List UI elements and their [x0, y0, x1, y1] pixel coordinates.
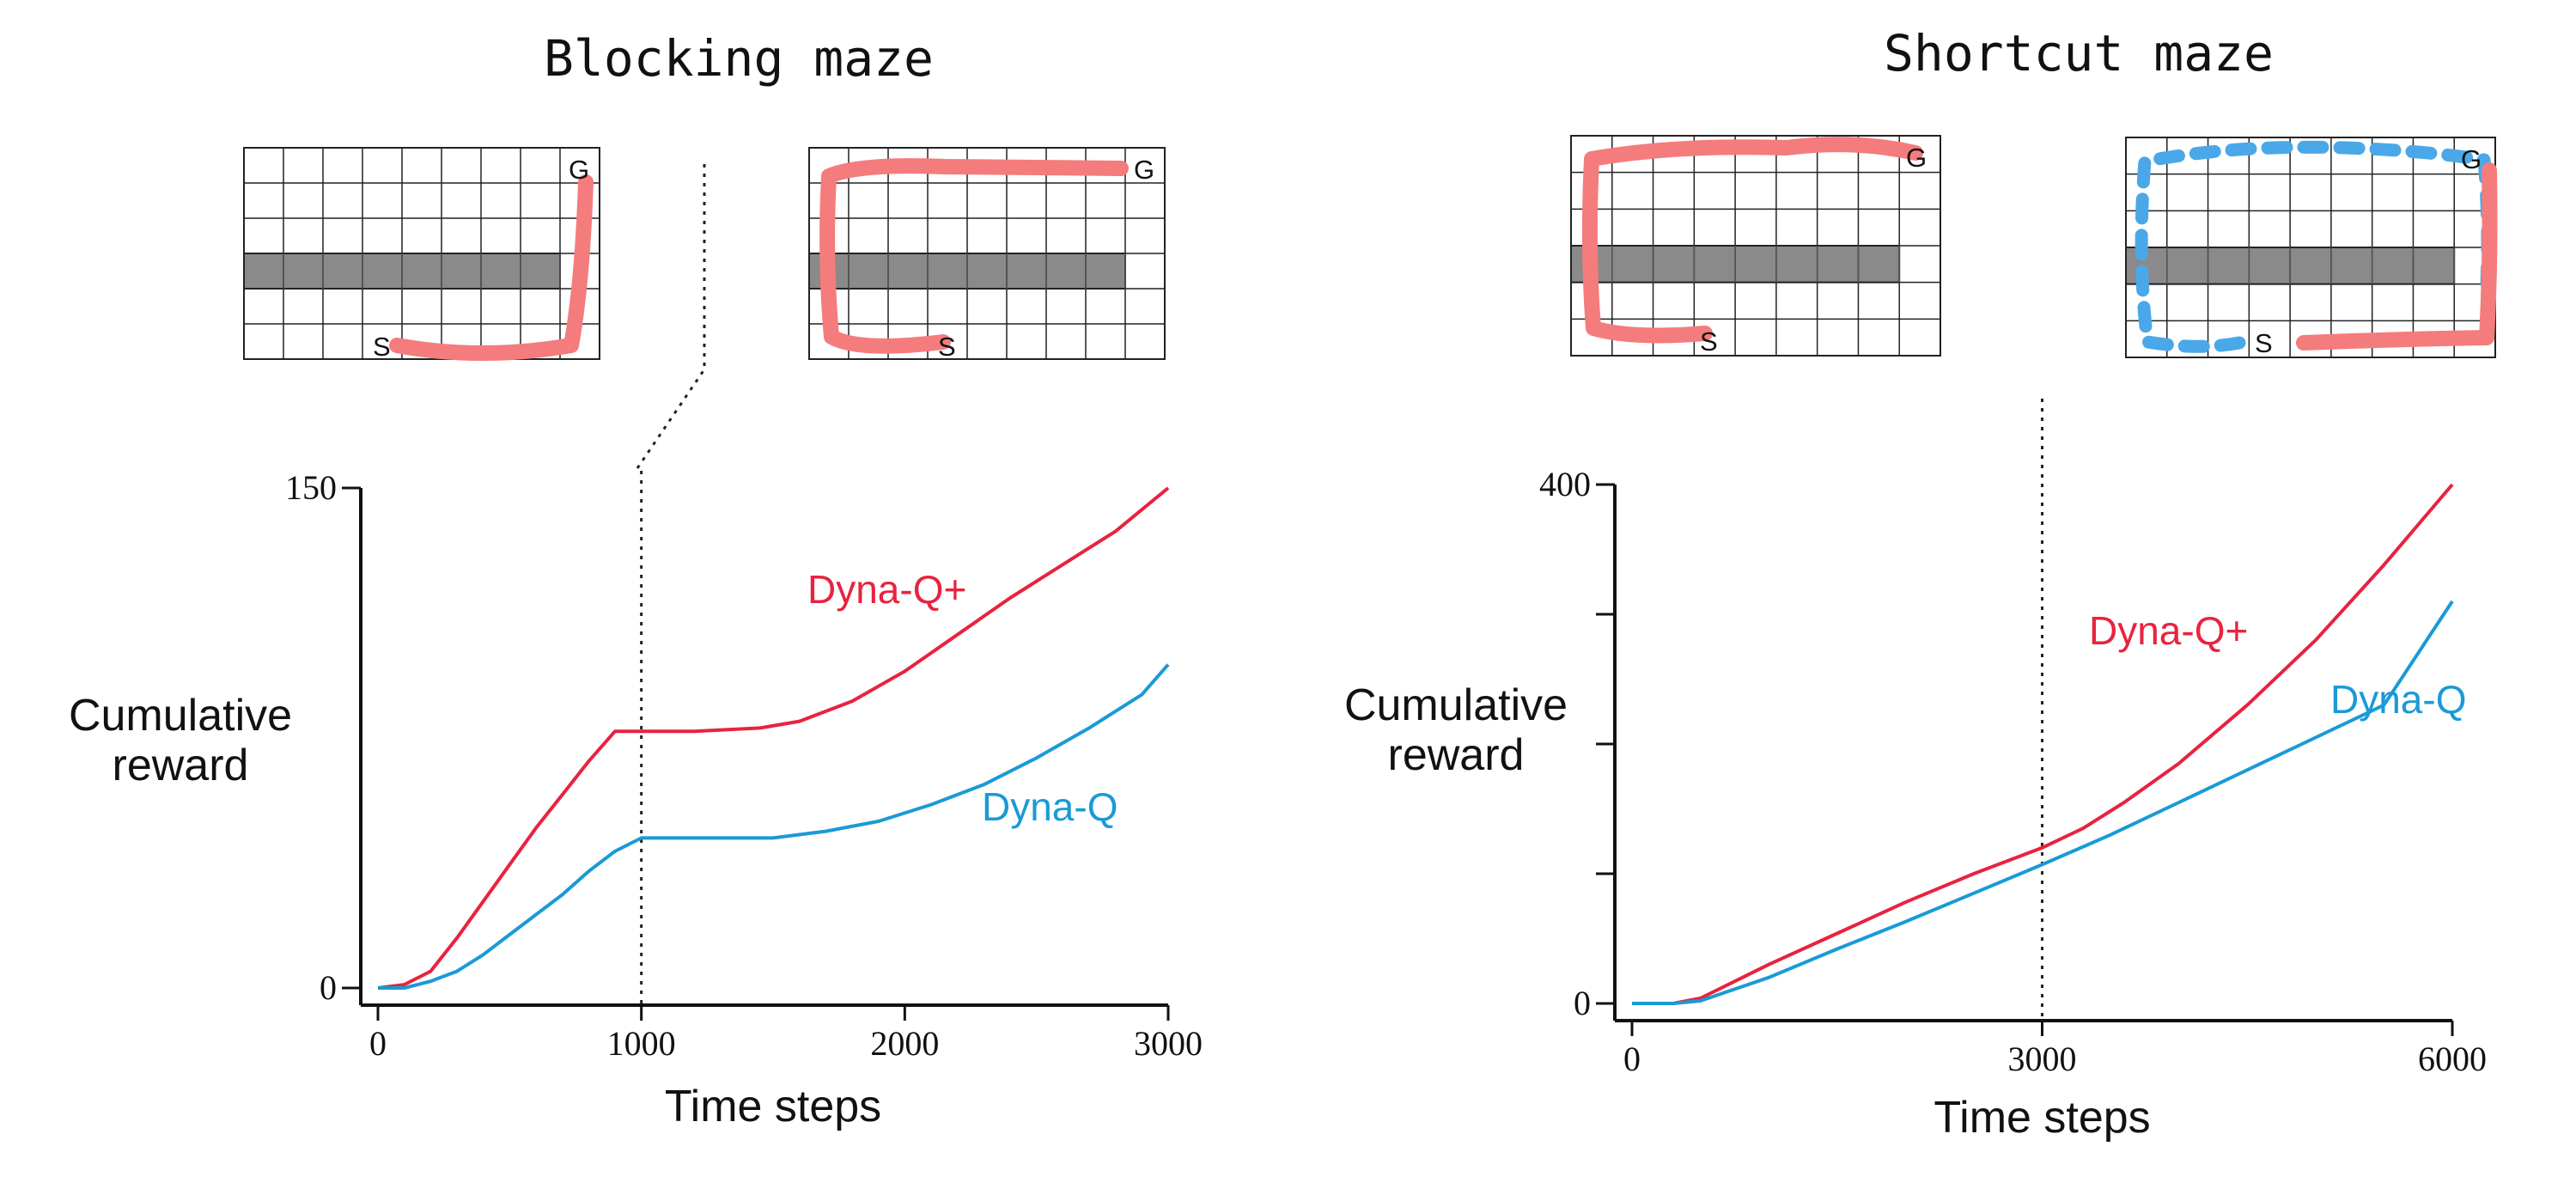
blocking-x-tick-label: 2000 [870, 1024, 939, 1063]
shortcut-x-tick-label: 0 [1623, 1040, 1641, 1078]
blocking-y-tick-label: 150 [285, 468, 337, 507]
blocking-maze-title: Blocking maze [544, 29, 934, 88]
shortcut-after-path [2296, 162, 2498, 351]
shortcut-maze-after: SG [2125, 137, 2498, 358]
blocking-x-tick-label: 0 [369, 1024, 387, 1063]
shortcut-x-axis-label: Time steps [1934, 1093, 2150, 1143]
shortcut-y-tick-label: 400 [1539, 465, 1591, 503]
maze-switch-connector [636, 159, 706, 469]
blocking-after-path [819, 158, 1129, 354]
shortcut-x-tick-label: 3000 [2008, 1040, 2077, 1078]
blocking-series-dyna-q-plus [377, 486, 1170, 990]
shortcut-maze-title: Shortcut maze [1884, 24, 2274, 82]
blocking-before-goal-label: G [569, 155, 589, 185]
blocking-x-axis-label: Time steps [665, 1082, 881, 1131]
blocking-series-dyna-q [378, 663, 1170, 990]
blocking-y-tick-label: 0 [320, 968, 337, 1007]
shortcut-maze-chart: 0 400 0 3000 6000 Time steps Cumulative reward D… [1344, 399, 2487, 1143]
blocking-maze-before: SG [243, 147, 600, 362]
shortcut-maze-before: SG [1570, 135, 1941, 357]
shortcut-before-goal-label: G [1906, 143, 1927, 173]
shortcut-series-label-dyna-q-plus: Dyna-Q+ [2089, 608, 2248, 653]
blocking-x-tick-label: 3000 [1134, 1024, 1203, 1063]
shortcut-before-path [1581, 137, 1923, 344]
blocking-series-label-dyna-q: Dyna-Q [982, 784, 1117, 829]
blocking-x-tick-label: 1000 [607, 1024, 676, 1063]
blocking-y-axis-label: Cumulative reward [69, 691, 292, 790]
blocking-series-label-dyna-q-plus: Dyna-Q+ [807, 567, 966, 612]
blocking-maze-after: SG [808, 147, 1166, 362]
shortcut-series-dyna-q-plus [1632, 483, 2454, 1005]
shortcut-after-start-label: S [2255, 328, 2273, 358]
blocking-before-start-label: S [373, 332, 391, 362]
blocking-before-path [389, 174, 594, 361]
shortcut-x-tick-label: 6000 [2418, 1040, 2487, 1078]
blocking-after-start-label: S [938, 332, 956, 362]
shortcut-before-start-label: S [1700, 326, 1718, 357]
shortcut-y-tick-label: 0 [1574, 984, 1591, 1022]
shortcut-series-label-dyna-q: Dyna-Q [2330, 677, 2466, 722]
blocking-maze-chart: 0 150 0 1000 2000 3000 Time steps Cumulative rew… [69, 468, 1203, 1131]
shortcut-y-axis-label: Cumulative reward [1344, 680, 1568, 780]
shortcut-series-dyna-q [1632, 600, 2454, 1005]
shortcut-after-goal-label: G [2461, 144, 2482, 174]
blocking-after-goal-label: G [1134, 155, 1154, 185]
